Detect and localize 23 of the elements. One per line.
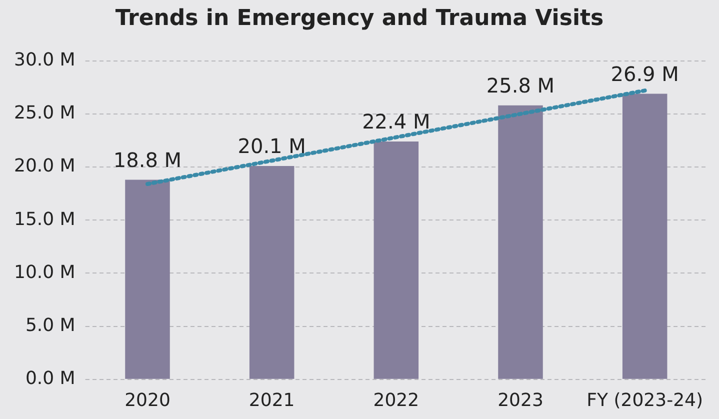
y-tick-label: 0.0 M (25, 368, 76, 390)
bar (249, 166, 294, 379)
x-tick-label: 2022 (373, 390, 420, 411)
data-label: 18.8 M (113, 148, 182, 172)
x-tick-label: FY (2023-24) (586, 390, 703, 411)
bar (498, 105, 543, 379)
y-tick-label: 15.0 M (14, 208, 76, 230)
x-tick-label: 2020 (124, 390, 170, 411)
x-tick-label: 2023 (498, 390, 544, 411)
chart-title: Trends in Emergency and Trauma Visits (114, 6, 605, 33)
data-label: 22.4 M (362, 110, 430, 134)
bar (374, 142, 419, 379)
bar (622, 94, 668, 379)
y-tick-label: 20.0 M (14, 156, 76, 177)
data-label: 20.1 M (238, 134, 306, 158)
x-tick-label: 2021 (248, 390, 295, 411)
y-tick-label: 10.0 M (14, 262, 76, 283)
bar (125, 180, 170, 379)
y-tick-label: 5.0 M (25, 314, 76, 336)
y-tick-label: 25.0 M (14, 102, 76, 124)
data-label: 25.8 M (486, 74, 555, 98)
y-tick-label: 30.0 M (14, 49, 76, 70)
data-label: 26.9 M (610, 62, 679, 86)
